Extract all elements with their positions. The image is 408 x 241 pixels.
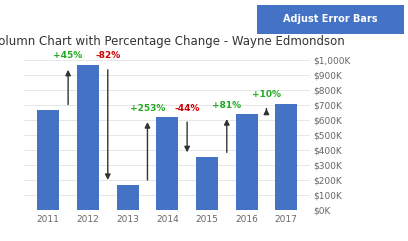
Bar <box>156 117 178 210</box>
Text: Adjust Error Bars: Adjust Error Bars <box>283 14 378 24</box>
Text: -82%: -82% <box>95 51 120 60</box>
Text: +45%: +45% <box>53 51 83 60</box>
Text: +253%: +253% <box>130 104 165 113</box>
Text: +10%: +10% <box>252 90 281 99</box>
Bar <box>38 110 59 210</box>
Text: -44%: -44% <box>174 104 200 113</box>
Bar <box>275 104 297 210</box>
Text: Column Chart with Percentage Change - Wayne Edmondson: Column Chart with Percentage Change - Wa… <box>0 35 345 48</box>
Bar <box>196 157 218 210</box>
Bar <box>117 185 139 210</box>
Bar <box>77 65 99 210</box>
Bar <box>236 114 257 210</box>
Text: +81%: +81% <box>212 100 242 110</box>
